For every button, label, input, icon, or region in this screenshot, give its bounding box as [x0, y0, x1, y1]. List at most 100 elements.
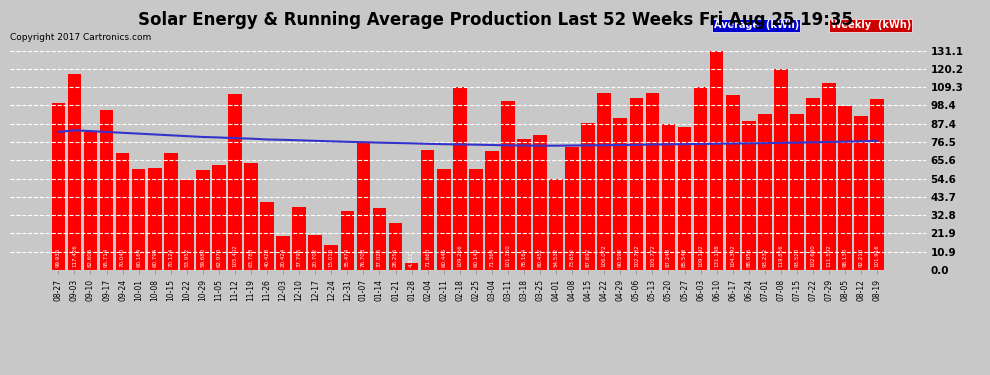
Bar — [245, 163, 257, 270]
Text: 106.072: 106.072 — [602, 245, 607, 267]
Bar — [597, 93, 611, 270]
Bar — [565, 147, 579, 270]
Bar — [645, 93, 659, 270]
Text: 15.010: 15.010 — [329, 248, 334, 267]
Text: 28.256: 28.256 — [393, 248, 398, 267]
Text: 20.424: 20.424 — [280, 248, 286, 267]
Bar — [341, 211, 354, 270]
Text: 117.426: 117.426 — [72, 245, 77, 267]
Text: 37.026: 37.026 — [377, 248, 382, 267]
Bar — [839, 106, 852, 270]
Bar — [276, 236, 290, 270]
Bar — [661, 124, 675, 270]
Text: 70.124: 70.124 — [168, 248, 173, 267]
Text: 105.772: 105.772 — [649, 245, 655, 267]
Text: 54.532: 54.532 — [553, 248, 558, 267]
Bar — [630, 98, 644, 270]
Text: 73.652: 73.652 — [569, 248, 574, 267]
Text: 37.796: 37.796 — [297, 248, 302, 267]
Bar — [774, 69, 788, 270]
Text: 60.446: 60.446 — [442, 248, 446, 267]
Text: 102.680: 102.680 — [811, 245, 816, 267]
Bar — [854, 116, 868, 270]
Bar — [790, 114, 804, 270]
Text: 104.392: 104.392 — [731, 245, 736, 267]
Bar — [549, 179, 563, 270]
Bar — [67, 74, 81, 270]
Text: 71.660: 71.660 — [425, 248, 430, 267]
Bar — [823, 83, 836, 270]
Text: 85.548: 85.548 — [682, 248, 687, 267]
Text: 59.680: 59.680 — [200, 248, 205, 267]
Bar — [212, 165, 226, 270]
Text: Copyright 2017 Cartronics.com: Copyright 2017 Cartronics.com — [10, 33, 151, 42]
Text: 131.148: 131.148 — [714, 245, 719, 267]
Text: 76.708: 76.708 — [361, 248, 366, 267]
Text: 102.732: 102.732 — [634, 245, 639, 267]
Bar — [356, 142, 370, 270]
Bar — [405, 263, 419, 270]
Bar — [517, 139, 531, 270]
Text: 60.794: 60.794 — [152, 248, 157, 267]
Bar — [309, 236, 322, 270]
Text: 40.428: 40.428 — [264, 248, 269, 267]
Text: 60.164: 60.164 — [137, 248, 142, 267]
Bar — [614, 118, 627, 270]
Bar — [726, 95, 740, 270]
Bar — [758, 114, 771, 270]
Bar — [421, 150, 435, 270]
Text: 80.452: 80.452 — [538, 248, 543, 267]
Text: 71.364: 71.364 — [489, 248, 494, 267]
Bar — [581, 123, 595, 270]
Bar — [51, 103, 65, 270]
Text: 111.592: 111.592 — [827, 245, 832, 267]
Text: 63.788: 63.788 — [248, 248, 253, 267]
Text: 109.192: 109.192 — [698, 245, 703, 267]
Text: 98.130: 98.130 — [842, 248, 847, 267]
Text: 92.210: 92.210 — [858, 248, 863, 267]
Text: 101.916: 101.916 — [875, 245, 880, 267]
Text: 90.592: 90.592 — [618, 248, 623, 267]
Bar — [325, 245, 339, 270]
Bar — [132, 170, 146, 270]
Text: Average  (kWh): Average (kWh) — [714, 20, 799, 30]
Bar — [485, 151, 499, 270]
Bar — [292, 207, 306, 270]
Text: 62.970: 62.970 — [217, 248, 222, 267]
Bar — [452, 87, 466, 270]
Bar — [469, 170, 483, 270]
Bar — [437, 169, 450, 270]
Bar — [260, 202, 274, 270]
Bar — [228, 94, 242, 270]
Text: 87.248: 87.248 — [666, 248, 671, 267]
Bar — [806, 98, 820, 270]
Text: 105.402: 105.402 — [233, 245, 238, 267]
Bar — [180, 180, 194, 270]
Text: 87.692: 87.692 — [586, 248, 591, 267]
Bar — [694, 87, 708, 270]
Text: 35.474: 35.474 — [345, 248, 349, 267]
Bar — [83, 132, 97, 270]
Bar — [164, 153, 177, 270]
Bar — [100, 110, 113, 270]
Text: 99.936: 99.936 — [55, 248, 60, 267]
Text: 82.606: 82.606 — [88, 248, 93, 267]
Text: 93.232: 93.232 — [762, 248, 767, 267]
Text: 109.256: 109.256 — [457, 245, 462, 267]
Text: Solar Energy & Running Average Production Last 52 Weeks Fri Aug 25 19:35: Solar Energy & Running Average Productio… — [138, 11, 852, 29]
Text: 78.164: 78.164 — [522, 248, 527, 267]
Text: 119.856: 119.856 — [778, 245, 783, 267]
Bar — [870, 99, 884, 270]
Text: 53.952: 53.952 — [184, 248, 189, 267]
Text: 101.150: 101.150 — [506, 245, 511, 267]
Bar — [372, 208, 386, 270]
Bar — [710, 51, 724, 270]
Bar — [742, 121, 755, 270]
Bar — [678, 127, 691, 270]
Bar — [534, 135, 546, 270]
Bar — [501, 101, 515, 270]
Bar — [116, 153, 130, 270]
Text: 95.714: 95.714 — [104, 248, 109, 267]
Bar — [196, 170, 210, 270]
Text: 4.312: 4.312 — [409, 252, 414, 267]
